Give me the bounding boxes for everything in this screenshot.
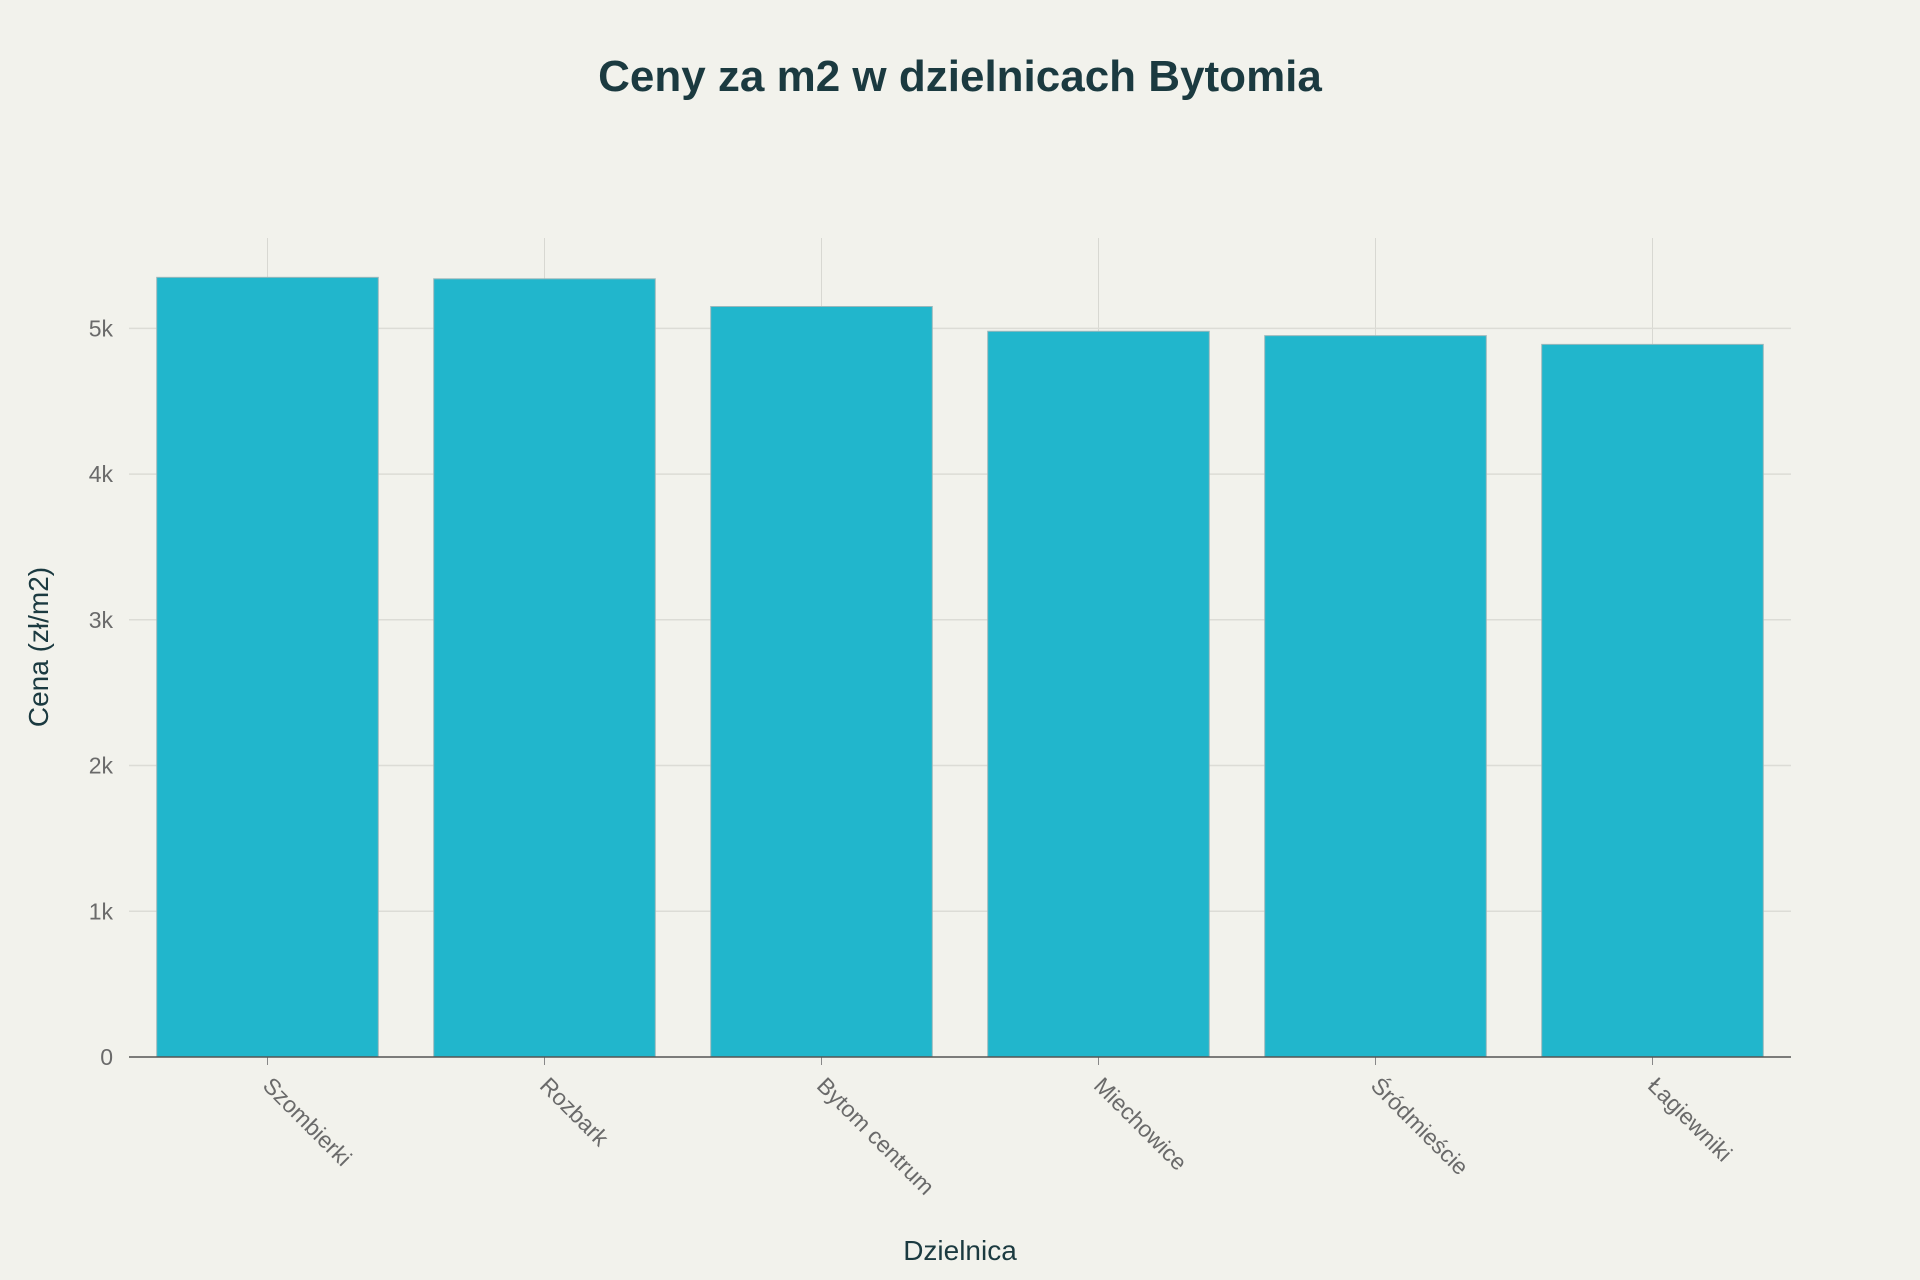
x-tick-label: Łagiewniki	[1643, 1072, 1737, 1166]
x-axis-title: Dzielnica	[903, 1235, 1017, 1266]
x-tick-label: Śródmieście	[1366, 1071, 1475, 1180]
y-tick-label: 3k	[89, 607, 114, 633]
y-tick-label: 0	[100, 1044, 113, 1070]
y-tick-label: 5k	[89, 315, 114, 341]
y-tick-label: 1k	[89, 898, 114, 924]
x-tick-label: Miechowice	[1089, 1072, 1192, 1175]
bar	[987, 330, 1210, 1058]
x-tick-label: Rozbark	[535, 1072, 614, 1151]
bar	[433, 278, 656, 1058]
x-tick-label: Szombierki	[258, 1072, 357, 1171]
y-tick-label: 2k	[89, 753, 114, 779]
chart-title: Ceny za m2 w dzielnicach Bytomia	[598, 52, 1322, 101]
y-axis-title: Cena (zł/m2)	[23, 567, 54, 727]
bar	[156, 276, 379, 1058]
x-tick-label: Bytom centrum	[812, 1072, 940, 1200]
bar	[710, 305, 933, 1058]
bar	[1264, 335, 1487, 1058]
bar	[1541, 343, 1764, 1058]
y-tick-label: 4k	[89, 461, 114, 487]
